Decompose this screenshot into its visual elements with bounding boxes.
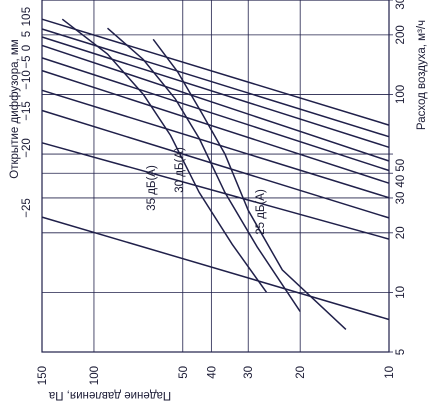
opening-tick-label: 10 xyxy=(21,14,33,27)
opening-tick-label: −20 xyxy=(21,138,33,158)
x-tick-label: 100 xyxy=(89,366,101,385)
noise-curve xyxy=(152,38,347,330)
y-tick-label: 20 xyxy=(395,226,407,239)
x-tick-label: 50 xyxy=(178,366,190,379)
y-tick-label: 10 xyxy=(395,286,407,299)
opening-tick-label: 0 xyxy=(21,45,33,51)
opening-line xyxy=(41,216,390,321)
opening-tick-label: −10 xyxy=(21,70,33,90)
opening-tick-label: −15 xyxy=(21,101,33,121)
opening-line xyxy=(41,109,390,219)
x-tick-label: 10 xyxy=(384,366,396,379)
opening-line xyxy=(41,44,390,162)
x-axis-title: Падение давления, Па xyxy=(48,389,171,401)
left-axis-title: Открытие диффузора, мм xyxy=(9,39,21,178)
opening-line xyxy=(41,57,390,172)
right-axis-title: Расход воздуха, м³/ч xyxy=(416,20,428,130)
curve-label-30: 30 дБ(А) xyxy=(174,147,186,193)
grid xyxy=(41,0,393,353)
opening-tick-label: −5 xyxy=(21,55,33,68)
y-tick-label: 5 xyxy=(395,349,407,355)
opening-line xyxy=(41,142,390,240)
y-tick-label: 100 xyxy=(395,85,407,104)
opening-line xyxy=(41,18,390,126)
x-tick-label: 150 xyxy=(37,366,49,385)
opening-line xyxy=(41,89,390,199)
y-tick-label: 300 xyxy=(395,0,407,10)
curve-label-35: 35 дБ(А) xyxy=(146,165,158,211)
opening-line xyxy=(41,36,390,149)
series-layer xyxy=(41,18,390,330)
y-tick-label: 30 xyxy=(395,192,407,205)
curve-label-25: 25 дБ(А) xyxy=(255,189,267,235)
opening-tick-label: 5 xyxy=(21,7,33,13)
x-tick-label: 40 xyxy=(206,366,218,379)
opening-tick-label: 5 xyxy=(21,31,33,37)
y-tick-label: 200 xyxy=(395,25,407,44)
y-tick-label: 40 50 xyxy=(395,159,407,188)
x-tick-label: 20 xyxy=(295,366,307,379)
opening-line xyxy=(41,28,390,138)
x-tick-label: 30 xyxy=(243,366,255,379)
noise-curve xyxy=(61,18,268,293)
noise-curve xyxy=(107,27,301,313)
opening-tick-label: −25 xyxy=(21,198,33,218)
opening-line xyxy=(41,69,390,184)
